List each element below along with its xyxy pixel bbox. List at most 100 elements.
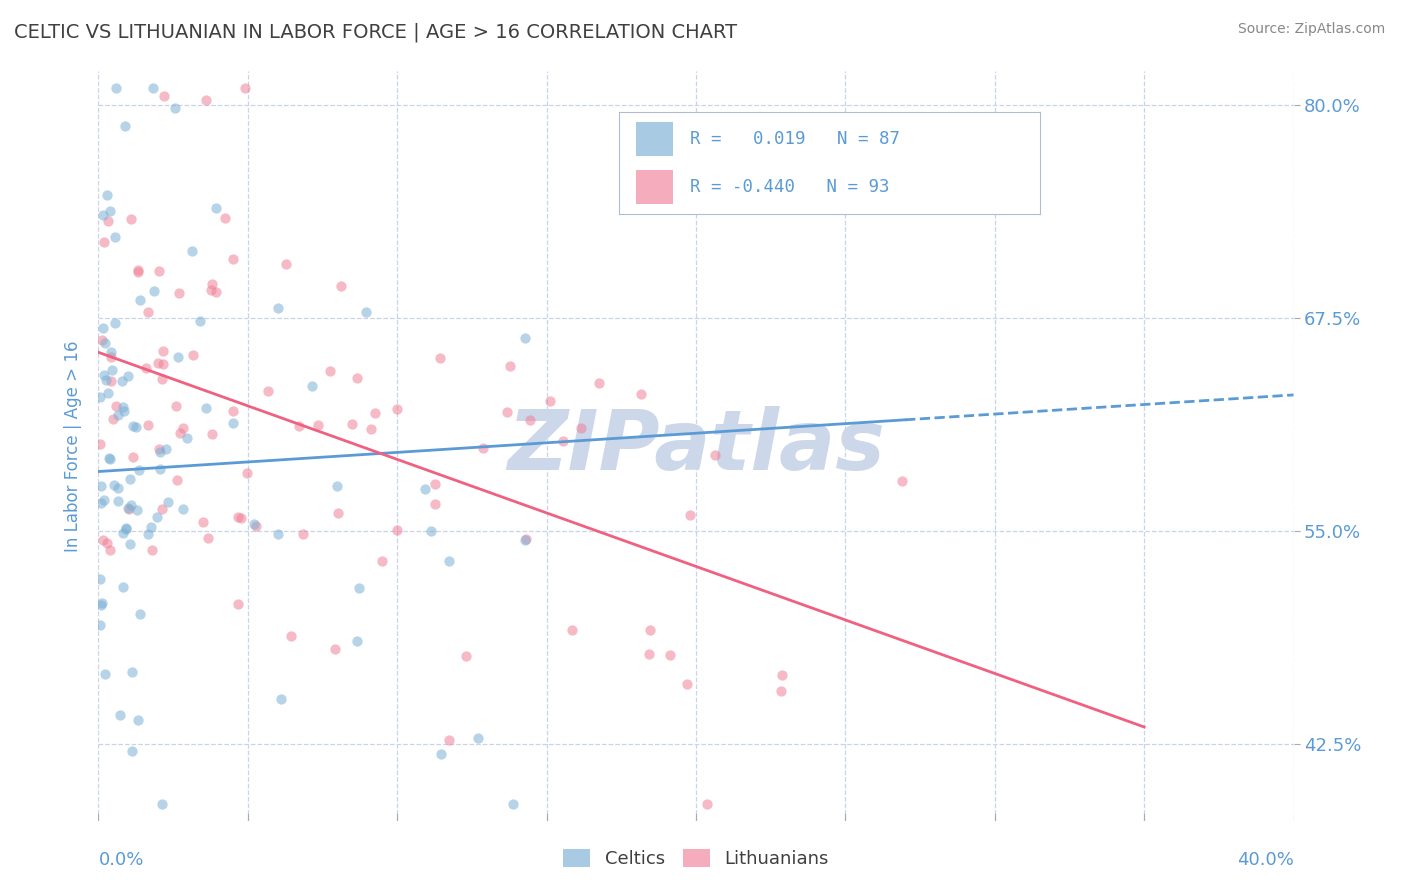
Point [630, 387, 652, 401]
Point [229, 510, 252, 524]
Point [135, 361, 157, 376]
Point [307, 418, 329, 433]
Point [319, 364, 342, 378]
Point [103, 411, 125, 425]
Point [142, 81, 165, 95]
Text: R = -0.440   N = 93: R = -0.440 N = 93 [690, 178, 890, 196]
Legend: Celtics, Lithuanians: Celtics, Lithuanians [555, 841, 837, 875]
Point [214, 211, 236, 226]
Point [112, 400, 135, 414]
Point [360, 422, 382, 436]
Point [121, 665, 143, 679]
Text: 0.0%: 0.0% [98, 851, 143, 869]
Point [439, 733, 461, 747]
Point [172, 421, 194, 435]
Point [197, 531, 219, 545]
Point [122, 450, 145, 464]
Point [519, 413, 541, 427]
Y-axis label: In Labor Force | Age > 16: In Labor Force | Age > 16 [65, 340, 83, 552]
Point [329, 279, 352, 293]
Point [152, 797, 174, 811]
Point [148, 264, 170, 278]
Point [104, 230, 127, 244]
Point [195, 94, 218, 108]
Point [136, 305, 159, 319]
Point [117, 500, 139, 515]
Point [136, 417, 159, 432]
Point [561, 623, 583, 637]
Point [301, 379, 323, 393]
Point [104, 81, 127, 95]
Point [201, 427, 224, 442]
Point [89, 390, 111, 404]
Point [120, 537, 142, 551]
Point [118, 472, 141, 486]
Point [205, 201, 228, 215]
Point [188, 314, 211, 328]
Point [769, 684, 792, 698]
Point [430, 747, 453, 762]
Point [108, 707, 131, 722]
Point [146, 509, 169, 524]
Point [243, 517, 266, 532]
Point [328, 506, 350, 520]
Point [141, 542, 163, 557]
Point [97, 385, 120, 400]
Point [142, 284, 165, 298]
Point [97, 213, 120, 227]
Point [93, 368, 115, 382]
Point [111, 581, 134, 595]
Bar [636, 170, 673, 204]
Point [413, 482, 436, 496]
Point [98, 542, 121, 557]
Point [127, 265, 149, 279]
Point [90, 599, 112, 613]
Point [638, 647, 661, 661]
Point [91, 208, 114, 222]
Point [349, 581, 371, 595]
Point [155, 442, 177, 456]
Point [121, 744, 143, 758]
Point [96, 188, 118, 202]
Point [679, 508, 702, 522]
Point [245, 519, 267, 533]
Point [195, 401, 218, 416]
Text: CELTIC VS LITHUANIAN IN LABOR FORCE | AGE > 16 CORRELATION CHART: CELTIC VS LITHUANIAN IN LABOR FORCE | AG… [14, 22, 737, 42]
Point [104, 316, 127, 330]
Point [429, 351, 451, 365]
Point [117, 368, 139, 383]
Point [222, 252, 245, 266]
Point [456, 648, 478, 663]
Point [125, 503, 148, 517]
Point [228, 597, 250, 611]
Point [127, 713, 149, 727]
Point [111, 526, 134, 541]
Point [91, 533, 114, 547]
Point [153, 89, 176, 103]
Point [112, 404, 135, 418]
Point [90, 496, 112, 510]
Point [267, 301, 290, 315]
Point [191, 515, 214, 529]
Point [101, 362, 124, 376]
Point [90, 479, 112, 493]
Text: ZIPatlas: ZIPatlas [508, 406, 884, 486]
Point [100, 452, 122, 467]
Point [176, 431, 198, 445]
Point [770, 668, 793, 682]
Point [676, 676, 699, 690]
Point [94, 373, 117, 387]
Point [200, 283, 222, 297]
Point [467, 731, 489, 745]
Point [115, 521, 138, 535]
Point [100, 374, 122, 388]
Point [114, 120, 136, 134]
Point [129, 607, 152, 621]
Point [89, 618, 111, 632]
Point [515, 532, 537, 546]
Point [256, 384, 278, 399]
Point [703, 449, 725, 463]
Point [139, 520, 162, 534]
Point [201, 277, 224, 291]
Point [172, 502, 194, 516]
